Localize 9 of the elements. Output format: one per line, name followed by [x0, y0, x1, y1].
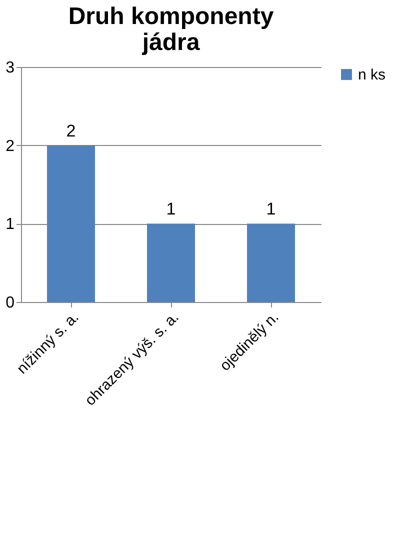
y-tick-label: 3 — [6, 60, 15, 76]
y-tick-label: 2 — [6, 138, 15, 155]
y-tick-label: 1 — [6, 216, 15, 234]
data-label: 1 — [266, 200, 276, 219]
data-label: 2 — [66, 121, 76, 140]
legend-label: n ks — [358, 66, 386, 84]
chart-title: Druh komponenty jádra — [68, 3, 274, 56]
data-label: 1 — [166, 200, 176, 219]
y-tick-label: 0 — [6, 294, 15, 312]
